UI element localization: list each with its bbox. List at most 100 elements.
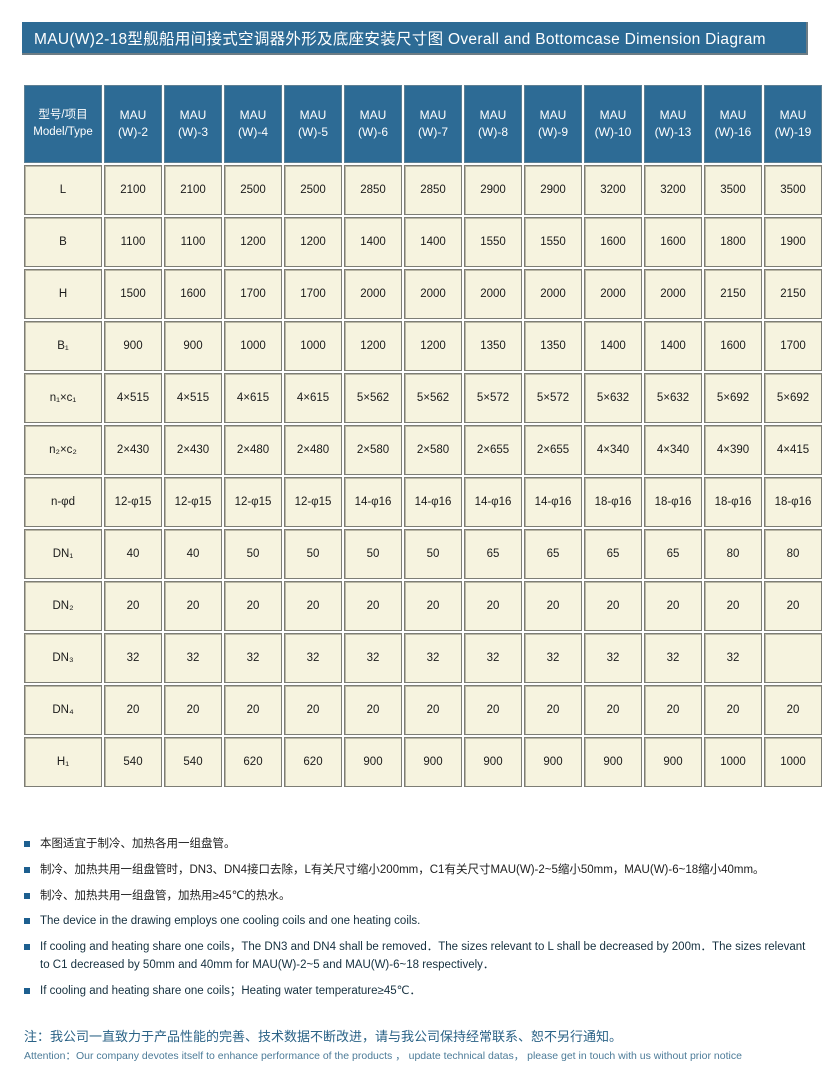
note-text: If cooling and heating share one coils；H… (40, 984, 422, 997)
row-label-n1c1: n₁×c₁ (24, 373, 102, 423)
table-cell: 4×615 (224, 373, 282, 423)
table-cell: 1200 (344, 321, 402, 371)
table-cell: 900 (464, 737, 522, 787)
table-cell: 20 (104, 581, 162, 631)
table-body: L 2100 2100 2500 2500 2850 2850 2900 290… (24, 165, 822, 787)
table-cell: 20 (704, 685, 762, 735)
table-cell: 3500 (704, 165, 762, 215)
row-label-n2c2: n₂×c₂ (24, 425, 102, 475)
table-cell: 50 (284, 529, 342, 579)
table-cell: 2×430 (164, 425, 222, 475)
table-corner-header: 型号/项目 Model/Type (24, 85, 102, 163)
column-header-mau-w-6: MAU (W)-6 (344, 85, 402, 163)
table-header: 型号/项目 Model/Type MAU (W)-2 MAU (W)-3 MAU… (24, 85, 822, 163)
table-cell: 1400 (584, 321, 642, 371)
table-cell: 5×562 (404, 373, 462, 423)
table-cell: 2×580 (404, 425, 462, 475)
table-cell: 1700 (284, 269, 342, 319)
table-cell: 1600 (704, 321, 762, 371)
table-cell: 32 (224, 633, 282, 683)
table-cell: 18-φ16 (764, 477, 822, 527)
attention-text-en: Attention：Our company devotes itself to … (24, 1049, 742, 1062)
table-cell: 1000 (704, 737, 762, 787)
column-header-mau-w-13: MAU (W)-13 (644, 85, 702, 163)
table-cell: 20 (104, 685, 162, 735)
table-header-row: 型号/项目 Model/Type MAU (W)-2 MAU (W)-3 MAU… (24, 85, 822, 163)
row-label-dn2: DN₂ (24, 581, 102, 631)
table-cell: 1400 (404, 217, 462, 267)
row-label-l: L (24, 165, 102, 215)
square-bullet-icon (24, 841, 30, 847)
table-cell: 32 (584, 633, 642, 683)
row-label-h: H (24, 269, 102, 319)
table-cell: 50 (344, 529, 402, 579)
table-cell: 540 (164, 737, 222, 787)
table-cell: 1700 (224, 269, 282, 319)
column-header-brand: MAU (539, 107, 567, 122)
column-header-model: (W)-6 (358, 125, 388, 139)
table-cell: 20 (524, 581, 582, 631)
table-cell: 2×480 (284, 425, 342, 475)
table-cell: 20 (344, 685, 402, 735)
table-cell: 1900 (764, 217, 822, 267)
column-header-brand: MAU (479, 107, 507, 122)
table-cell: 20 (284, 685, 342, 735)
table-cell: 2×655 (464, 425, 522, 475)
table-cell: 900 (404, 737, 462, 787)
square-bullet-icon (24, 987, 30, 994)
table-cell: 32 (704, 633, 762, 683)
table-cell: 5×692 (704, 373, 762, 423)
table-cell: 20 (164, 685, 222, 735)
column-header-brand: MAU (419, 107, 447, 122)
table-cell: 4×390 (704, 425, 762, 475)
table-cell: 2100 (104, 165, 162, 215)
table-cell: 2×580 (344, 425, 402, 475)
table-cell: 620 (224, 737, 282, 787)
column-header-model: (W)-3 (178, 125, 208, 139)
table-cell: 20 (704, 581, 762, 631)
corner-header-line-en: Model/Type (33, 126, 93, 138)
table-cell: 1800 (704, 217, 762, 267)
table-cell: 620 (284, 737, 342, 787)
table-cell: 32 (104, 633, 162, 683)
column-header-mau-w-9: MAU (W)-9 (524, 85, 582, 163)
table-cell: 4×515 (104, 373, 162, 423)
table-cell: 1000 (764, 737, 822, 787)
table-cell: 2×655 (524, 425, 582, 475)
table-cell: 20 (404, 685, 462, 735)
dimension-table: 型号/项目 Model/Type MAU (W)-2 MAU (W)-3 MAU… (22, 83, 824, 789)
note-item: 本图适宜于制冷、加热各用一组盘管。 (24, 836, 814, 854)
table-cell: 900 (524, 737, 582, 787)
column-header-model: (W)-10 (594, 125, 632, 139)
table-cell: 4×340 (584, 425, 642, 475)
row-label-b1: B₁ (24, 321, 102, 371)
table-cell: 32 (404, 633, 462, 683)
table-cell: 2×430 (104, 425, 162, 475)
table-cell: 4×615 (284, 373, 342, 423)
column-header-model: (W)-2 (118, 125, 148, 139)
table-cell: 2900 (524, 165, 582, 215)
table-row: n₁×c₁ 4×515 4×515 4×615 4×615 5×562 5×56… (24, 373, 822, 423)
table-cell: 12-φ15 (224, 477, 282, 527)
table-cell: 2500 (224, 165, 282, 215)
column-header-mau-w-7: MAU (W)-7 (404, 85, 462, 163)
table-cell: 80 (704, 529, 762, 579)
table-cell: 5×692 (764, 373, 822, 423)
table-row: B₁ 900 900 1000 1000 1200 1200 1350 1350… (24, 321, 822, 371)
table-cell: 18-φ16 (644, 477, 702, 527)
table-row: DN₃ 32 32 32 32 32 32 32 32 32 32 32 (24, 633, 822, 683)
column-header-model: (W)-13 (654, 125, 692, 139)
table-cell: 14-φ16 (404, 477, 462, 527)
table-cell: 3200 (644, 165, 702, 215)
square-bullet-icon (24, 866, 30, 873)
table-cell: 900 (644, 737, 702, 787)
table-cell: 20 (524, 685, 582, 735)
column-header-mau-w-19: MAU (W)-19 (764, 85, 822, 163)
table-cell: 32 (344, 633, 402, 683)
table-cell: 1600 (164, 269, 222, 319)
column-header-brand: MAU (779, 107, 807, 122)
column-header-mau-w-8: MAU (W)-8 (464, 85, 522, 163)
table-cell: 20 (464, 685, 522, 735)
table-cell: 900 (584, 737, 642, 787)
column-header-brand: MAU (719, 107, 747, 122)
